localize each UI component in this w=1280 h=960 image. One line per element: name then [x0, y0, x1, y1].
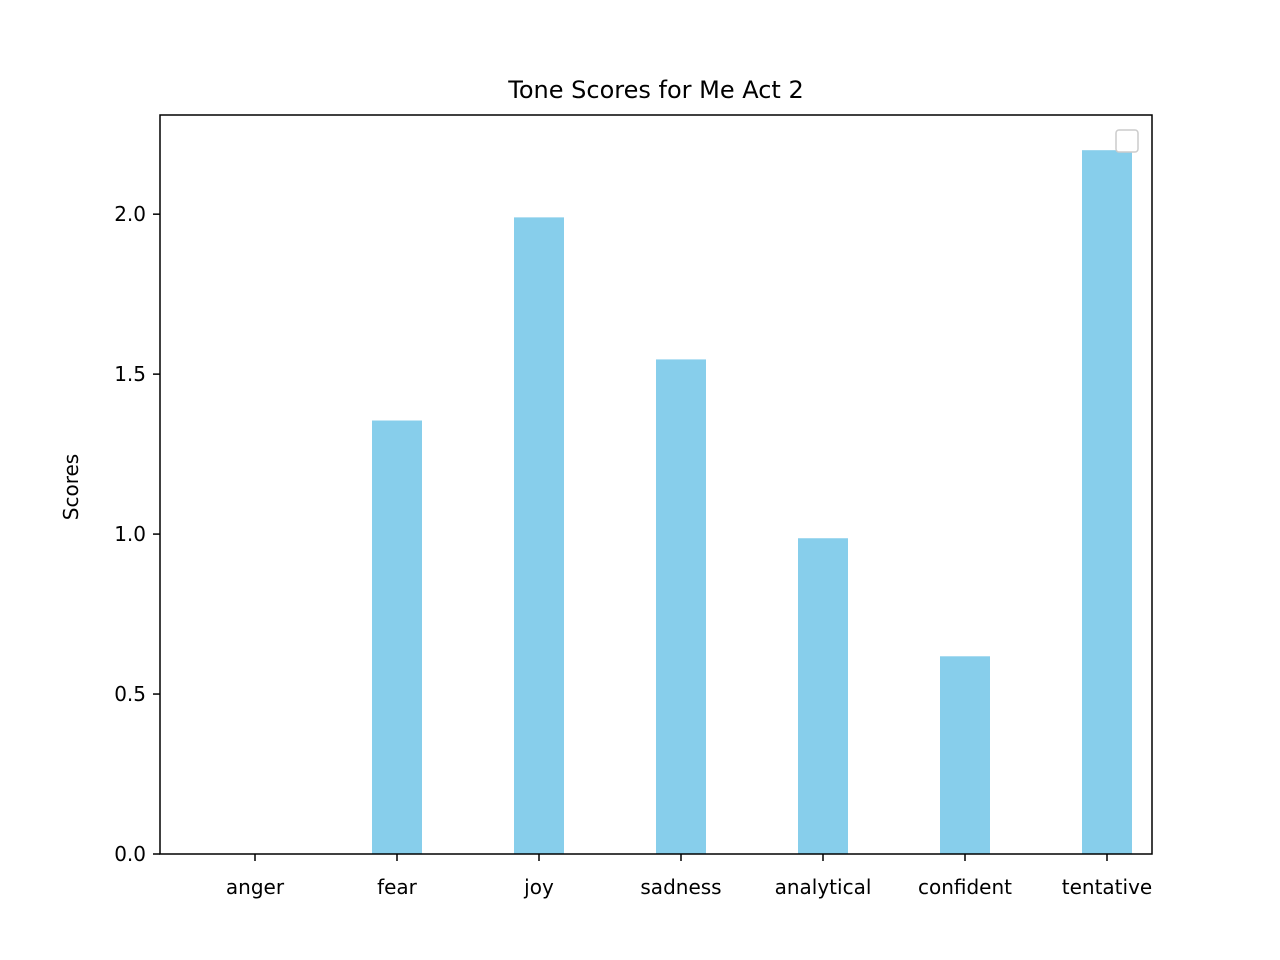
bar-joy — [514, 217, 564, 854]
y-ticks-group: 0.0 0.5 1.0 1.5 2.0 — [114, 202, 160, 866]
chart-title: Tone Scores for Me Act 2 — [507, 76, 803, 104]
bar-confident — [940, 656, 990, 854]
legend-box — [1115, 129, 1139, 153]
x-tick-label: confident — [918, 875, 1012, 899]
bars-group — [372, 150, 1132, 854]
x-tick-label: fear — [377, 875, 418, 899]
y-tick-label: 0.5 — [114, 682, 146, 706]
y-tick-label: 1.5 — [114, 362, 146, 386]
x-tick-label: joy — [523, 875, 554, 899]
y-tick-label: 2.0 — [114, 202, 146, 226]
bar-tentative — [1082, 150, 1132, 854]
plot-frame — [159, 114, 1153, 855]
bar-sadness — [656, 359, 706, 854]
x-ticks-group: anger fear joy sadness analytical confident te… — [226, 854, 1152, 899]
x-tick-label: tentative — [1062, 875, 1152, 899]
y-tick-label: 1.0 — [114, 522, 146, 546]
x-tick-label: sadness — [640, 875, 721, 899]
y-axis-label: Scores — [59, 454, 83, 520]
x-tick-label: anger — [226, 875, 285, 899]
bar-analytical — [798, 538, 848, 854]
x-tick-label: analytical — [775, 875, 872, 899]
y-tick-label: 0.0 — [114, 842, 146, 866]
bar-fear — [372, 420, 422, 854]
